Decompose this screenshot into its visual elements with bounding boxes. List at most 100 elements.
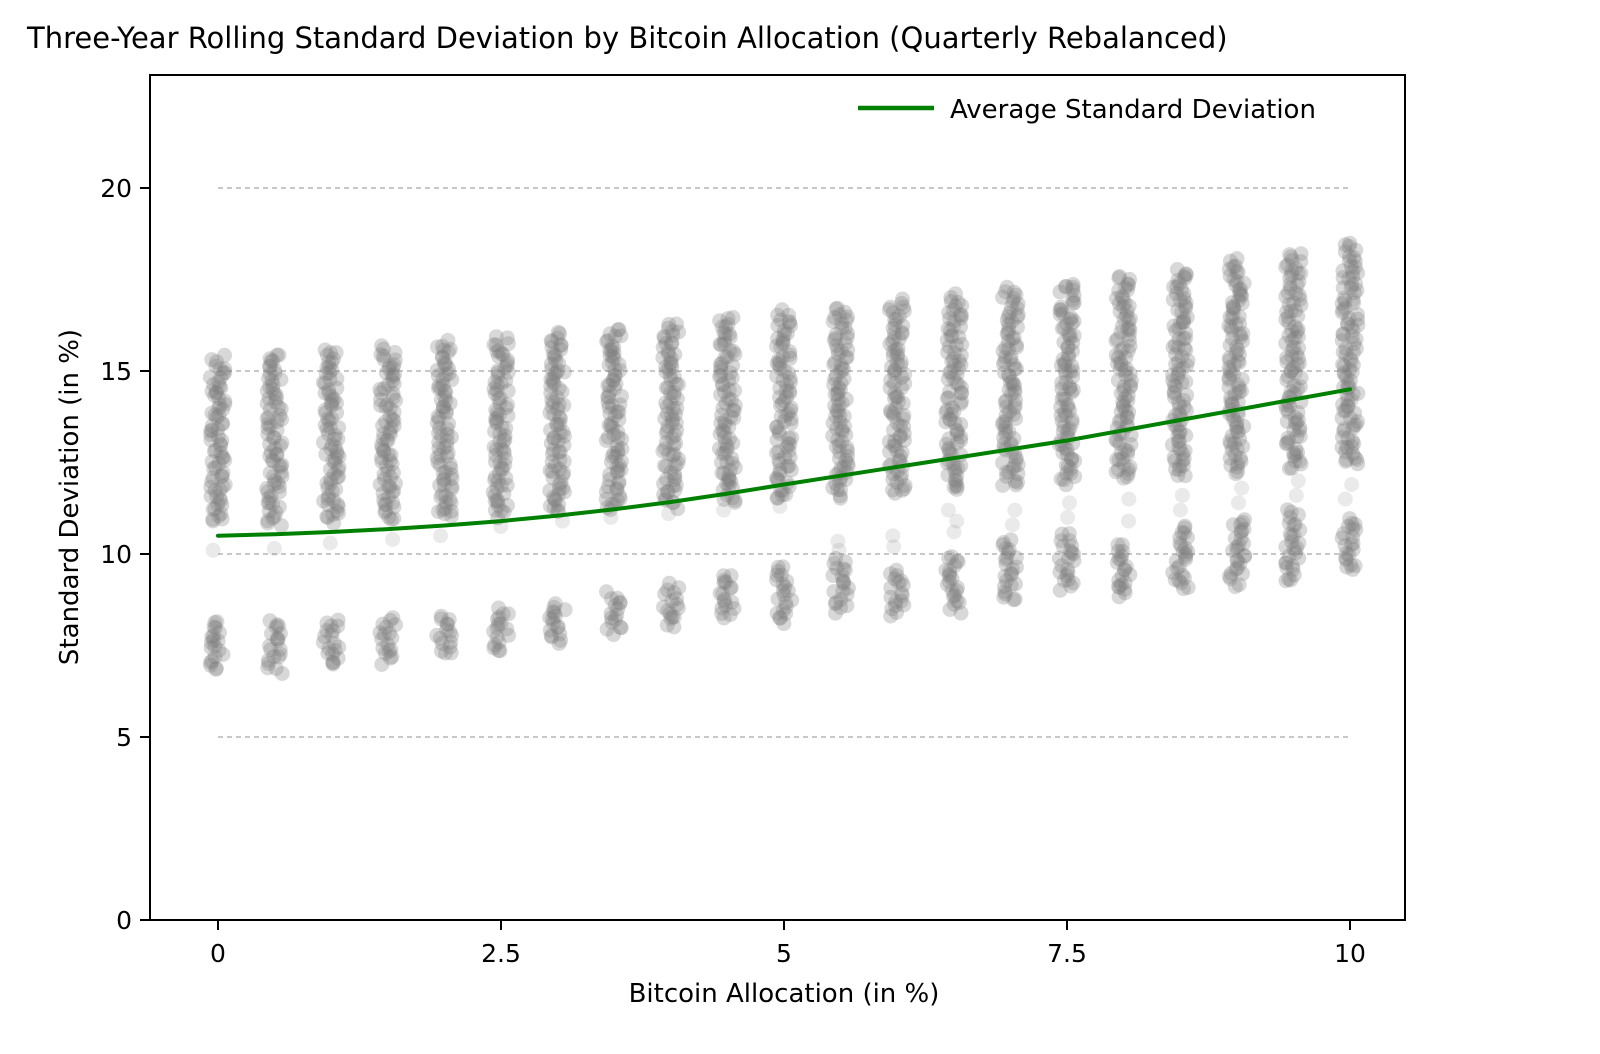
scatter-point <box>887 366 903 382</box>
scatter-point <box>664 609 680 625</box>
scatter-point <box>1234 480 1250 496</box>
scatter-point <box>881 302 897 318</box>
scatter-point <box>433 380 449 396</box>
scatter-point <box>542 498 558 514</box>
scatter-point <box>946 403 962 419</box>
scatter-point <box>716 336 732 352</box>
scatter-point <box>826 356 842 372</box>
scatter-point <box>953 416 969 432</box>
scatter-point <box>315 375 331 391</box>
scatter-point <box>379 432 395 448</box>
scatter-point <box>435 502 451 518</box>
scatter-point <box>326 391 342 407</box>
scatter-point <box>437 500 453 516</box>
scatter-point <box>435 338 450 354</box>
scatter-point <box>894 326 910 342</box>
scatter-point <box>387 345 403 360</box>
scatter-point <box>714 605 730 621</box>
scatter-point <box>717 384 732 400</box>
scatter-point <box>941 431 957 447</box>
scatter-point <box>555 467 571 483</box>
scatter-point <box>319 509 335 525</box>
scatter-point <box>944 328 960 344</box>
scatter-point <box>542 405 558 421</box>
scatter-point <box>544 399 560 415</box>
scatter-point <box>946 596 962 612</box>
scatter-point <box>668 436 684 451</box>
scatter-point <box>373 398 389 413</box>
scatter-point <box>883 299 898 315</box>
scatter-point <box>552 416 568 432</box>
scatter-point <box>1001 341 1016 357</box>
scatter-point <box>429 450 445 465</box>
scatter-point <box>211 642 227 658</box>
scatter-point <box>321 354 337 370</box>
scatter-point <box>769 470 784 486</box>
scatter-point <box>772 456 788 472</box>
scatter-point <box>267 473 283 489</box>
scatter-point <box>661 316 677 332</box>
scatter-point <box>769 572 785 588</box>
scatter-point <box>325 506 341 522</box>
scatter-point <box>611 457 627 473</box>
scatter-point <box>666 369 682 385</box>
scatter-point <box>265 510 281 526</box>
scatter-point <box>835 423 851 439</box>
scatter-point <box>998 407 1014 423</box>
scatter-point <box>600 429 616 445</box>
scatter-point <box>949 580 965 596</box>
scatter-point <box>491 642 507 658</box>
scatter-point <box>385 359 401 375</box>
scatter-point <box>382 409 398 425</box>
scatter-point <box>833 482 849 498</box>
scatter-point <box>769 567 785 583</box>
scatter-point <box>493 390 508 406</box>
scatter-point <box>555 424 571 440</box>
scatter-point <box>499 330 515 346</box>
scatter-point <box>953 310 969 326</box>
scatter-point <box>783 318 798 334</box>
scatter-point <box>613 328 629 344</box>
scatter-point <box>1005 331 1021 347</box>
scatter-point <box>950 460 966 476</box>
scatter-point <box>712 441 727 456</box>
scatter-point <box>555 480 571 496</box>
scatter-point <box>545 346 561 362</box>
scatter-point <box>271 484 287 500</box>
scatter-point <box>719 454 735 470</box>
scatter-point <box>323 475 339 491</box>
scatter-point <box>659 423 675 439</box>
scatter-point <box>896 407 912 423</box>
scatter-point <box>210 421 226 437</box>
scatter-point <box>656 476 672 492</box>
scatter-point <box>1053 471 1069 487</box>
scatter-point <box>836 408 852 424</box>
scatter-point <box>207 501 223 517</box>
scatter-point <box>772 465 788 481</box>
scatter-point <box>953 380 969 396</box>
scatter-point <box>611 412 627 428</box>
scatter-point <box>1060 422 1076 438</box>
scatter-point <box>883 372 899 388</box>
scatter-point <box>664 323 680 339</box>
scatter-point <box>887 325 902 341</box>
scatter-point <box>499 497 515 513</box>
scatter-point <box>325 492 341 508</box>
scatter-point <box>662 605 678 621</box>
scatter-point <box>773 409 789 424</box>
scatter-point <box>1055 445 1071 461</box>
scatter-point <box>259 396 275 412</box>
scatter-point <box>1006 458 1022 474</box>
scatter-point <box>941 440 957 456</box>
scatter-point <box>212 482 228 498</box>
scatter-point <box>1059 465 1075 481</box>
scatter-point <box>889 443 905 459</box>
scatter-point <box>884 601 900 617</box>
scatter-point <box>486 337 502 353</box>
scatter-point <box>834 422 850 438</box>
scatter-point <box>668 406 683 422</box>
scatter-point <box>1337 491 1353 507</box>
scatter-point <box>886 375 902 391</box>
scatter-point <box>376 352 392 367</box>
